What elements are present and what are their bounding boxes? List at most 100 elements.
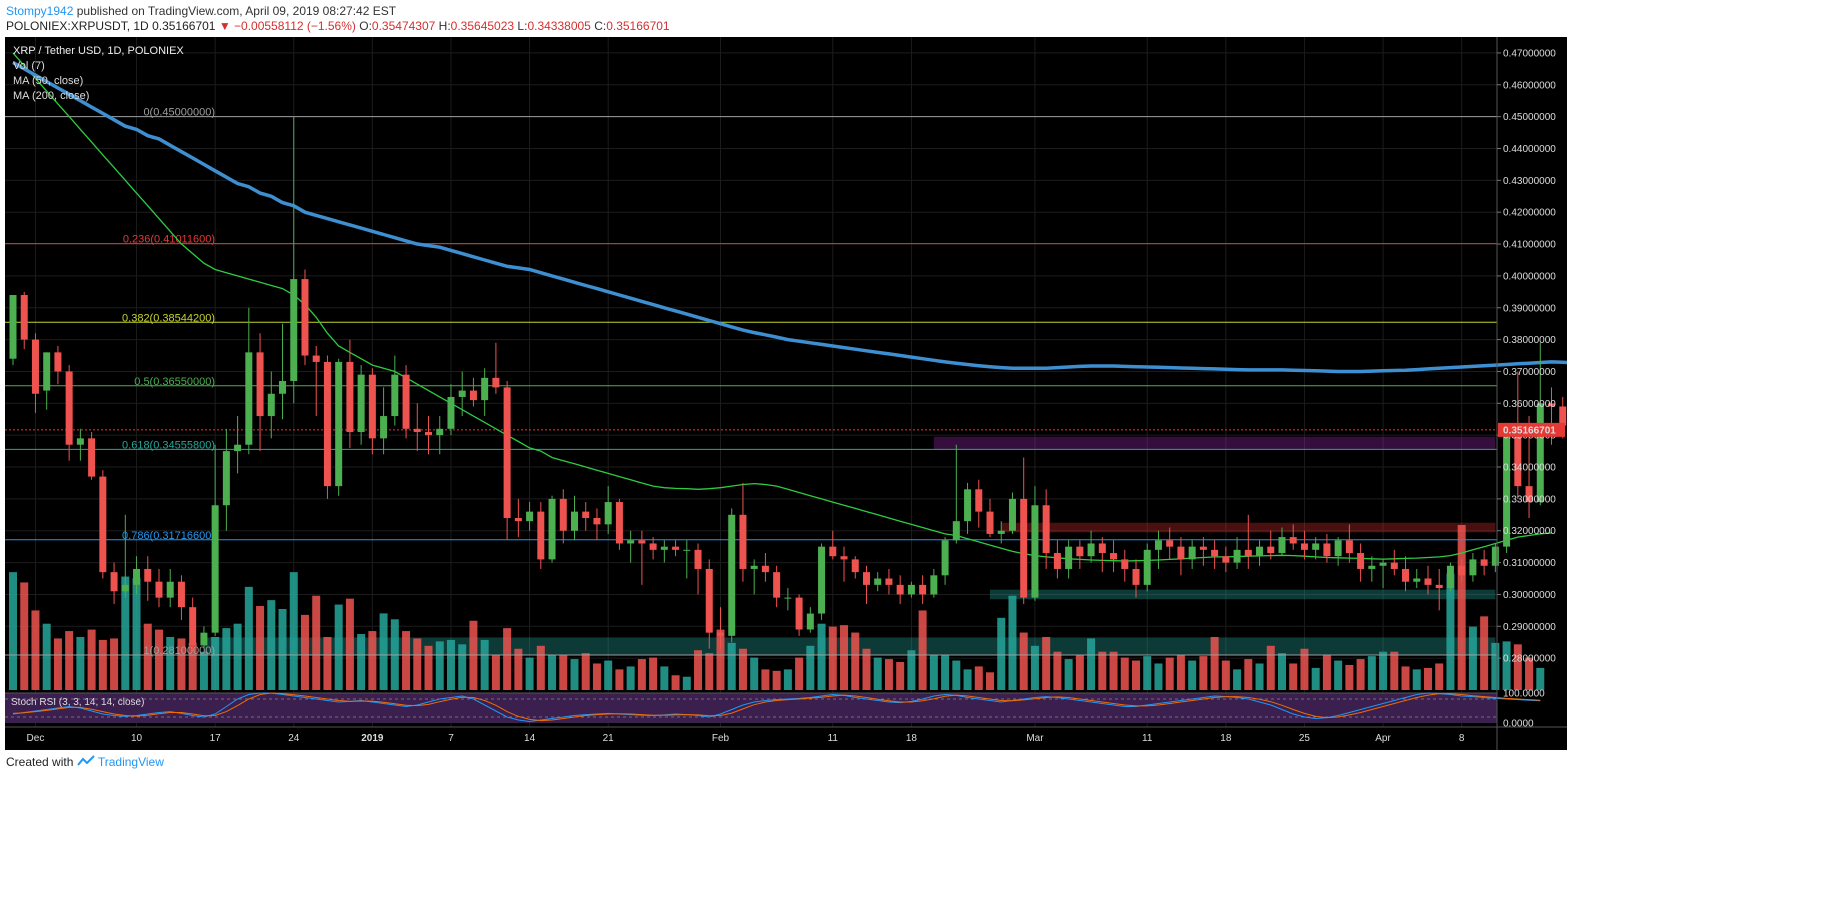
- candle-body: [200, 632, 208, 646]
- candle-body: [1548, 403, 1556, 407]
- price-chart-svg[interactable]: 0(0.45000000) 0.236(0.41011600) 0.382(0.38…: [5, 37, 1567, 750]
- volume-bar: [795, 657, 804, 690]
- candle-body: [941, 540, 949, 576]
- fib-label: 0.786(0.31716600): [122, 530, 215, 542]
- candle-body: [234, 444, 242, 452]
- volume-bar: [997, 617, 1006, 690]
- candle-body: [862, 572, 870, 585]
- candle-body: [773, 572, 781, 598]
- candle-body: [211, 505, 219, 633]
- high-value: 0.35645023: [450, 19, 515, 33]
- tradingview-brand-link[interactable]: TradingView: [97, 755, 164, 769]
- volume-bar: [783, 669, 792, 690]
- time-tick-label: 17: [210, 733, 222, 744]
- volume-bar: [963, 669, 972, 690]
- candle-body: [31, 339, 39, 394]
- last-price-tag-label: 0.35166701: [1503, 425, 1556, 436]
- price-tick-label: 0.29000000: [1503, 622, 1556, 633]
- volume-bar: [458, 644, 467, 690]
- candle-body: [312, 355, 320, 362]
- price-change: ▼ −0.00558112 (−1.56%): [218, 19, 356, 33]
- volume-bar: [581, 653, 590, 690]
- candle-body: [986, 511, 994, 534]
- candle-body: [1390, 562, 1398, 569]
- volume-bar: [76, 636, 85, 690]
- volume-bar: [20, 582, 29, 690]
- volume-bar: [525, 657, 534, 690]
- volume-bar: [682, 676, 691, 690]
- volume-bar: [110, 638, 119, 690]
- legend-ma200[interactable]: MA (200, close): [13, 90, 90, 102]
- open-value: 0.35474307: [371, 19, 436, 33]
- volume-bar: [424, 645, 433, 690]
- candle-body: [335, 361, 343, 487]
- volume-bar: [1491, 642, 1500, 690]
- volume-bar: [1154, 663, 1163, 690]
- volume-bar: [1165, 657, 1174, 690]
- candle-body: [121, 584, 129, 592]
- candle-body: [20, 295, 28, 340]
- candle-body: [189, 607, 197, 646]
- volume-bar: [570, 659, 579, 690]
- candle-body: [402, 374, 410, 429]
- volume-bar: [1379, 651, 1388, 690]
- candle-body: [739, 514, 747, 569]
- volume-bar: [952, 660, 961, 690]
- volume-bar: [1075, 654, 1084, 690]
- volume-bar: [132, 578, 141, 690]
- candle-body: [683, 549, 691, 551]
- candle-body: [267, 393, 275, 417]
- volume-bar: [300, 614, 309, 690]
- candle-body: [615, 502, 623, 544]
- volume-bar: [446, 639, 455, 690]
- volume-bar: [1401, 666, 1410, 690]
- volume-bar: [244, 586, 253, 690]
- volume-bar: [761, 669, 770, 690]
- ma50-line: [12, 52, 1552, 562]
- candle-body: [1514, 428, 1522, 487]
- candle-body: [896, 584, 904, 595]
- fib-label: 0(0.45000000): [143, 107, 215, 119]
- volume-bar: [1143, 656, 1152, 690]
- candle-body: [784, 597, 792, 599]
- volume-bar: [592, 663, 601, 690]
- fib-label: 1(0.28100000): [143, 645, 215, 657]
- volume-bar: [31, 610, 40, 690]
- candle-body: [177, 581, 185, 608]
- price-tick-label: 0.47000000: [1503, 48, 1556, 59]
- legend-ma50[interactable]: MA (50, close): [13, 75, 84, 87]
- candle-body: [54, 352, 62, 372]
- chart-area[interactable]: 0(0.45000000) 0.236(0.41011600) 0.382(0.38…: [5, 37, 1567, 750]
- candle-body: [1199, 546, 1207, 550]
- volume-bar: [851, 632, 860, 690]
- volume-bar: [98, 639, 107, 690]
- rsi-tick-label: 100.0000: [1503, 689, 1545, 700]
- time-tick-label: 11: [1142, 733, 1153, 744]
- time-tick-label: 11: [828, 733, 839, 744]
- volume-bar: [278, 608, 287, 690]
- volume-bar: [1502, 641, 1511, 690]
- candle-body: [1491, 546, 1499, 566]
- legend-volume[interactable]: Vol (7): [13, 60, 45, 72]
- volume-bar: [435, 641, 444, 690]
- time-tick-label: Dec: [27, 733, 45, 744]
- legend-title: XRP / Tether USD, 1D, POLONIEX: [13, 45, 184, 57]
- rsi-tick-label: 0.0000: [1503, 719, 1534, 730]
- time-tick-label: 2019: [361, 733, 384, 744]
- volume-bar: [649, 657, 658, 690]
- volume-bar: [559, 654, 568, 690]
- author-link[interactable]: Stompy1942: [6, 4, 74, 18]
- candle-body: [1020, 498, 1028, 598]
- volume-bar: [840, 625, 849, 690]
- volume-bar: [806, 645, 815, 690]
- candle-body: [1424, 578, 1432, 585]
- candle-body: [907, 584, 915, 595]
- volume-bar: [1311, 667, 1320, 690]
- candle-body: [761, 565, 769, 573]
- candle-body: [1244, 549, 1252, 557]
- volume-bar: [211, 636, 220, 690]
- volume-layer: [9, 525, 1545, 690]
- candle-body: [672, 546, 680, 550]
- candle-body: [492, 377, 500, 388]
- time-tick-label: 25: [1299, 733, 1311, 744]
